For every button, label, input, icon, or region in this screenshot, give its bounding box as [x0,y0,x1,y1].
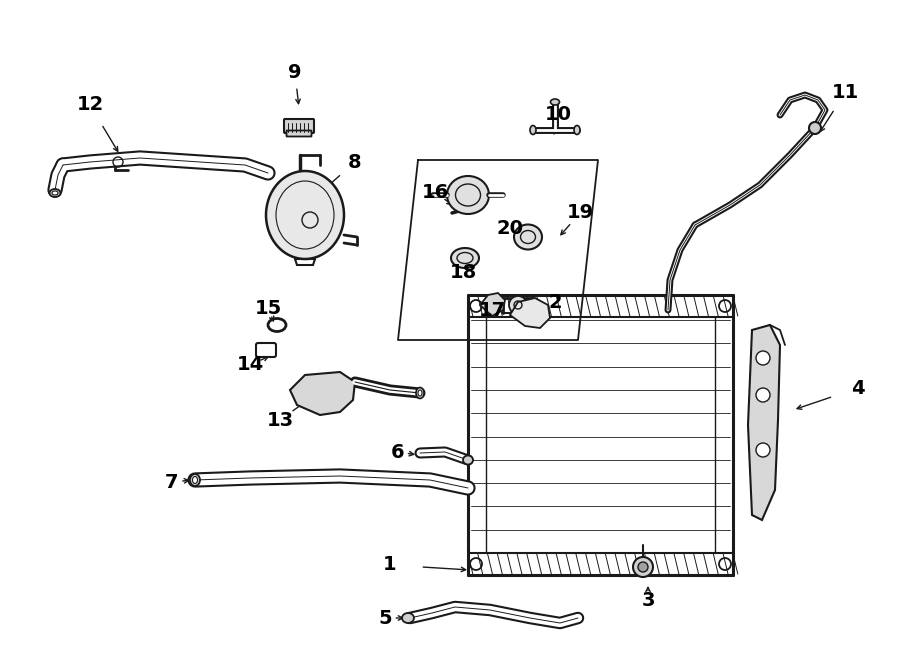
Ellipse shape [266,171,344,259]
Ellipse shape [514,225,542,249]
Text: 2: 2 [548,293,562,311]
Circle shape [809,122,821,134]
Ellipse shape [402,613,414,623]
Polygon shape [480,293,505,316]
Text: 1: 1 [383,555,397,574]
Circle shape [638,562,648,572]
Ellipse shape [418,390,422,396]
Text: 7: 7 [166,473,179,492]
Text: 9: 9 [288,63,302,83]
Ellipse shape [551,99,560,105]
Text: 4: 4 [851,379,865,397]
Polygon shape [748,325,780,520]
Text: 17: 17 [479,301,506,319]
Ellipse shape [190,474,200,486]
Text: 15: 15 [255,299,282,317]
Text: 12: 12 [76,95,104,114]
Polygon shape [510,298,550,328]
Ellipse shape [451,248,479,268]
Text: 16: 16 [421,182,448,202]
Text: 18: 18 [449,262,477,282]
Text: 5: 5 [378,609,392,627]
Text: 19: 19 [566,204,594,223]
FancyBboxPatch shape [284,119,314,133]
Text: 14: 14 [237,356,264,375]
Ellipse shape [463,455,473,465]
Text: 10: 10 [544,106,572,124]
Circle shape [509,296,527,314]
Text: 20: 20 [497,219,524,237]
Ellipse shape [574,126,580,134]
Circle shape [756,443,770,457]
Circle shape [633,557,653,577]
Text: 13: 13 [266,410,293,430]
Ellipse shape [52,191,58,195]
Polygon shape [290,372,355,415]
Text: 8: 8 [348,153,362,171]
Ellipse shape [416,387,424,399]
Text: 6: 6 [392,442,405,461]
Circle shape [756,351,770,365]
Circle shape [756,388,770,402]
Text: 11: 11 [832,83,859,102]
Ellipse shape [530,126,536,134]
Ellipse shape [50,189,60,197]
Ellipse shape [447,176,489,214]
Text: 3: 3 [641,590,655,609]
Ellipse shape [193,477,197,483]
FancyBboxPatch shape [286,130,311,137]
